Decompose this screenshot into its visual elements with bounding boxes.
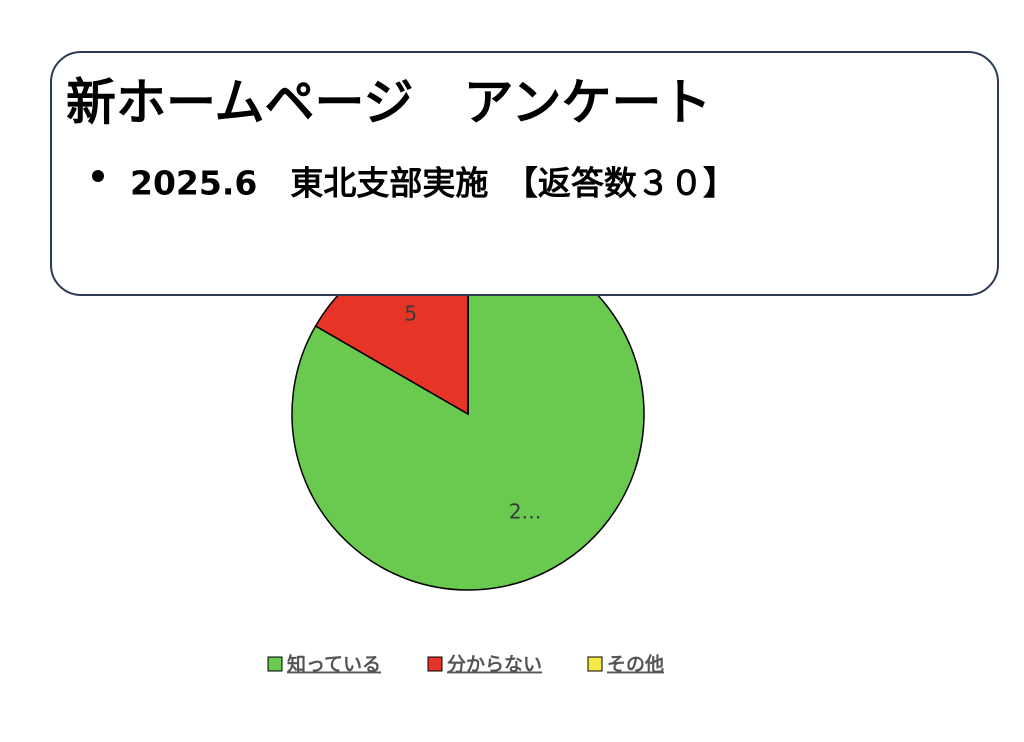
legend: 知っている 分からない その他	[267, 653, 664, 676]
header: 新ホームページ アンケート 2025.6 東北支部実施 【返答数３０】	[50, 51, 999, 296]
value-label: 2…	[509, 500, 542, 524]
subtitle: 2025.6 東北支部実施 【返答数３０】	[130, 164, 736, 203]
legend-label: その他	[607, 653, 664, 676]
legend-swatch	[267, 656, 283, 672]
legend-swatch	[587, 656, 603, 672]
title: 新ホームページ アンケート	[66, 74, 712, 132]
legend-label: 分からない	[447, 654, 542, 676]
legend-swatch	[427, 656, 443, 672]
bullet	[92, 170, 104, 182]
legend-label: 知っている	[287, 653, 381, 676]
value-label: 5	[404, 301, 417, 325]
header-box	[50, 51, 999, 296]
